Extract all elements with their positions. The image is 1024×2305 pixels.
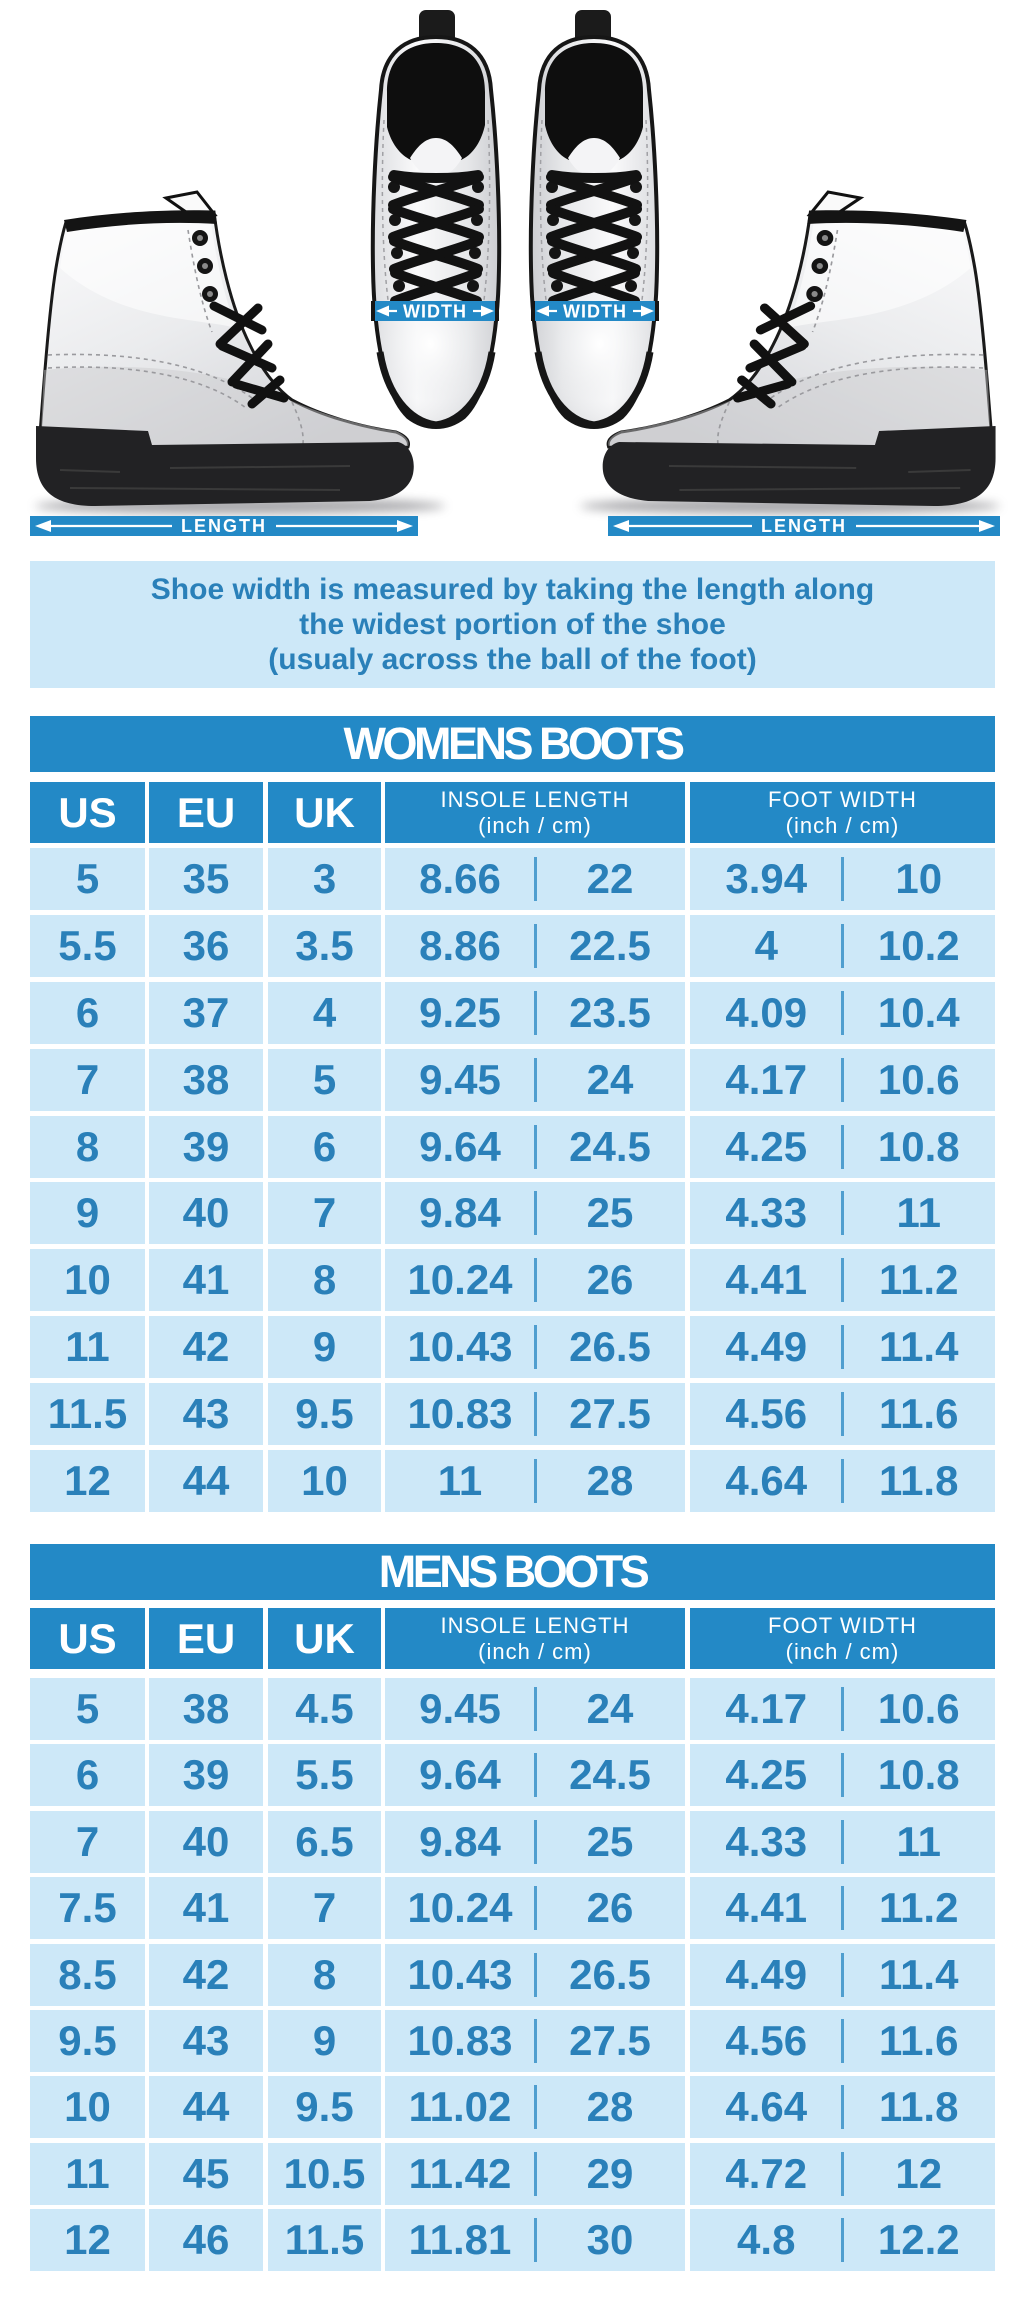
svg-text:WIDTH: WIDTH xyxy=(563,302,627,322)
svg-text:WIDTH: WIDTH xyxy=(403,302,467,322)
svg-text:LENGTH: LENGTH xyxy=(761,516,847,536)
svg-text:LENGTH: LENGTH xyxy=(181,516,267,536)
